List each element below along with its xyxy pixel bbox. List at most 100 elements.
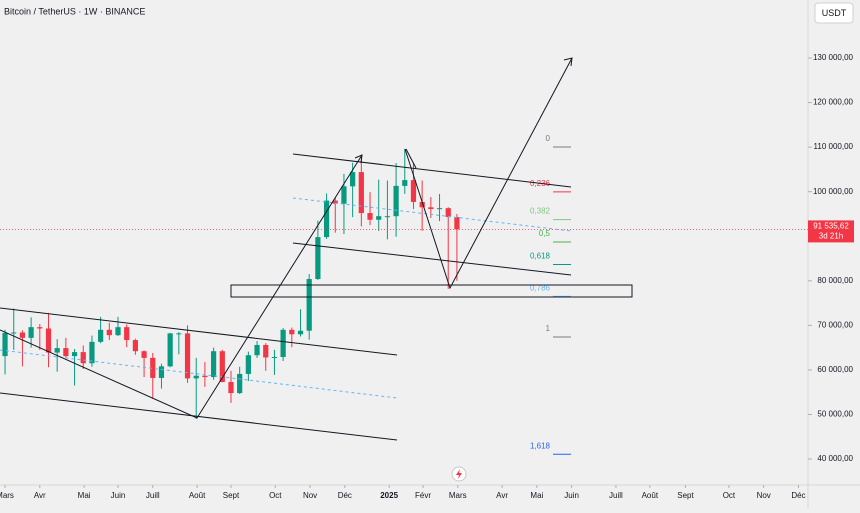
candle-body [71, 352, 78, 357]
x-tick-label: Mai [78, 491, 91, 500]
currency-label: USDT [822, 8, 847, 18]
x-tick-label: Avr [496, 491, 508, 500]
candle-body [454, 217, 460, 230]
channel-line [0, 307, 398, 356]
candle-body [376, 216, 382, 220]
fib-label: 0,382 [530, 207, 551, 216]
candle-body [410, 180, 417, 202]
candle-body [132, 340, 138, 352]
candle-body [332, 200, 338, 204]
y-tick-label: 40 000,00 [817, 454, 853, 463]
x-tick-label: Sept [223, 491, 240, 500]
candle-body [124, 327, 130, 341]
candle-body [245, 355, 251, 374]
x-tick-label: Août [642, 491, 659, 500]
fib-label: 0,786 [530, 284, 551, 293]
candle-body [184, 333, 191, 379]
candle-body [210, 351, 217, 378]
candle-body [115, 327, 121, 336]
x-tick-label: Avr [34, 491, 46, 500]
y-tick-label: 60 000,00 [817, 365, 853, 374]
zigzag [405, 148, 417, 169]
x-tick-label: Oct [269, 491, 282, 500]
candle-body [219, 351, 225, 382]
candle-body [28, 327, 34, 338]
candle-body [436, 208, 443, 210]
fib-label: 1 [546, 324, 551, 333]
candle-body [402, 180, 408, 186]
x-tick-label: Juill [146, 491, 160, 500]
event-icon-bolt [456, 469, 462, 479]
candle-body [45, 328, 52, 353]
currency-button[interactable] [814, 2, 854, 24]
candle-body [11, 332, 17, 334]
x-tick-label: 2025 [380, 491, 398, 500]
last-price-box [808, 220, 854, 243]
x-tick-label: Févr [415, 491, 431, 500]
candle-body [228, 381, 234, 394]
x-tick-label: Oct [723, 491, 736, 500]
arrow-head [563, 57, 573, 67]
candle-body [445, 208, 451, 218]
fib-label: 0,618 [530, 252, 551, 261]
zigzag [0, 154, 363, 419]
candle-body [63, 348, 69, 357]
candle-body [289, 329, 295, 335]
x-tick-label: Déc [338, 491, 352, 500]
candle-body [98, 329, 104, 342]
y-tick-label: 110 000,00 [814, 142, 854, 151]
arrow-head [354, 154, 363, 164]
candle-body [358, 172, 364, 214]
candle-body [237, 373, 243, 394]
candle-body [341, 186, 347, 204]
candle-body [80, 352, 86, 364]
fib-label: 0,5 [539, 229, 551, 238]
candle-body [350, 172, 356, 187]
candle-body [54, 348, 60, 353]
channel-line [292, 153, 572, 188]
x-tick-label: Août [189, 491, 206, 500]
chart-title: Bitcoin / TetherUS · 1W · BINANCE [4, 6, 145, 16]
candle-body [367, 213, 373, 220]
candle-body [271, 356, 278, 358]
candle-body [106, 329, 112, 336]
last-price-label: 91 535,62 [813, 222, 849, 231]
candle-body [167, 333, 173, 367]
x-tick-label: Juin [564, 491, 579, 500]
y-tick-label: 50 000,00 [817, 410, 853, 419]
x-tick-label: Nov [757, 491, 771, 500]
y-tick-label: 80 000,00 [817, 276, 853, 285]
candle-body [280, 329, 286, 357]
candle-body [393, 185, 399, 217]
candle-body [202, 375, 208, 378]
x-tick-label: Mars [449, 491, 467, 500]
candle-body [297, 330, 304, 335]
candle-body [158, 366, 165, 378]
candle-body [315, 237, 321, 280]
candle-body [2, 332, 8, 357]
channel-mid [292, 197, 572, 232]
candle-body [89, 341, 95, 364]
candle-body [384, 216, 391, 218]
candle-body [263, 344, 269, 358]
candle-body [19, 332, 26, 338]
channel-line [292, 242, 572, 276]
candle-body [306, 279, 312, 331]
y-tick-label: 130 000,00 [813, 53, 854, 62]
x-tick-label: Juin [111, 491, 126, 500]
candle-body [176, 333, 182, 335]
x-tick-label: Nov [303, 491, 317, 500]
candle-body [37, 327, 43, 329]
fib-label: 0 [546, 134, 551, 143]
drawings [0, 57, 633, 482]
candle-body [254, 344, 260, 356]
x-tick-label: Sept [677, 491, 694, 500]
candle-body [193, 375, 199, 379]
y-tick-label: 70 000,00 [817, 320, 853, 329]
support-box [230, 284, 633, 298]
x-tick-label: Juill [609, 491, 623, 500]
candle-body [150, 357, 156, 378]
candle-body [141, 351, 147, 358]
